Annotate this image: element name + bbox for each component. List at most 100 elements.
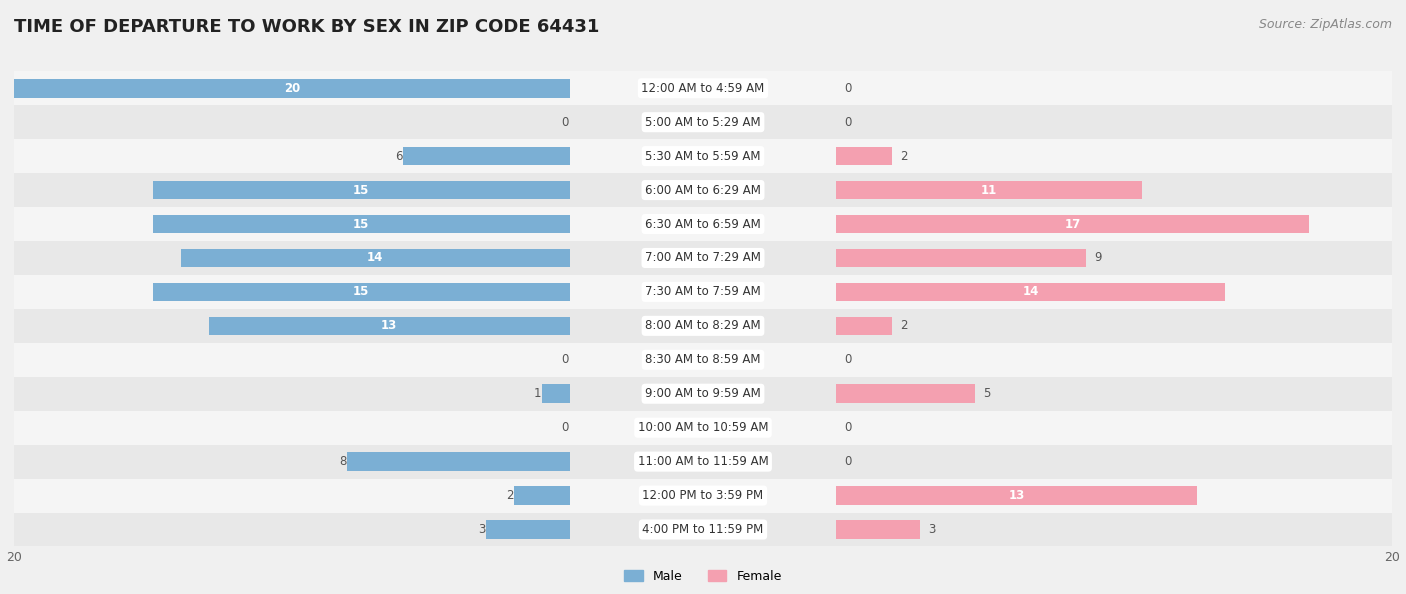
Bar bbox=[181, 249, 569, 267]
Bar bbox=[837, 214, 1309, 233]
Bar bbox=[0, 71, 1406, 105]
Text: 15: 15 bbox=[353, 184, 370, 197]
Bar bbox=[0, 479, 1406, 513]
Bar bbox=[837, 486, 1198, 505]
Text: 4:00 PM to 11:59 PM: 4:00 PM to 11:59 PM bbox=[643, 523, 763, 536]
Text: 5:30 AM to 5:59 AM: 5:30 AM to 5:59 AM bbox=[645, 150, 761, 163]
Bar bbox=[0, 377, 1406, 410]
Bar bbox=[0, 275, 1406, 309]
Bar bbox=[837, 181, 1142, 200]
Bar bbox=[0, 377, 1406, 410]
Bar bbox=[153, 283, 569, 301]
Bar bbox=[0, 241, 1406, 275]
Text: 5: 5 bbox=[984, 387, 991, 400]
Text: 3: 3 bbox=[478, 523, 485, 536]
Legend: Male, Female: Male, Female bbox=[619, 565, 787, 587]
Bar bbox=[0, 207, 1406, 241]
Text: 14: 14 bbox=[367, 251, 384, 264]
Bar bbox=[0, 513, 1406, 546]
Bar bbox=[0, 309, 1406, 343]
Bar bbox=[0, 445, 1406, 479]
Bar bbox=[0, 275, 1406, 309]
Bar bbox=[0, 71, 1406, 105]
Bar bbox=[0, 139, 1406, 173]
Text: 6: 6 bbox=[395, 150, 402, 163]
Bar bbox=[837, 283, 1225, 301]
Text: 0: 0 bbox=[561, 116, 568, 129]
Text: 5:00 AM to 5:29 AM: 5:00 AM to 5:29 AM bbox=[645, 116, 761, 129]
Bar bbox=[0, 207, 1406, 241]
Bar bbox=[0, 410, 1406, 445]
Text: 12:00 AM to 4:59 AM: 12:00 AM to 4:59 AM bbox=[641, 82, 765, 95]
Text: 13: 13 bbox=[381, 320, 398, 333]
Bar bbox=[0, 105, 1406, 139]
Text: 3: 3 bbox=[928, 523, 935, 536]
Bar bbox=[0, 445, 1406, 479]
Bar bbox=[0, 275, 1406, 309]
Text: 11:00 AM to 11:59 AM: 11:00 AM to 11:59 AM bbox=[638, 455, 768, 468]
Bar bbox=[0, 410, 1406, 445]
Bar bbox=[0, 309, 1406, 343]
Text: 0: 0 bbox=[845, 116, 852, 129]
Text: 17: 17 bbox=[1064, 217, 1081, 230]
Bar bbox=[0, 410, 1406, 445]
Bar bbox=[0, 343, 1406, 377]
Bar bbox=[0, 445, 1406, 479]
Bar bbox=[208, 317, 569, 335]
Bar bbox=[0, 105, 1406, 139]
Bar bbox=[153, 214, 569, 233]
Text: 2: 2 bbox=[900, 150, 908, 163]
Text: 7:30 AM to 7:59 AM: 7:30 AM to 7:59 AM bbox=[645, 285, 761, 298]
Bar bbox=[404, 147, 569, 166]
Text: 9:00 AM to 9:59 AM: 9:00 AM to 9:59 AM bbox=[645, 387, 761, 400]
Text: 14: 14 bbox=[1022, 285, 1039, 298]
Text: 7:00 AM to 7:29 AM: 7:00 AM to 7:29 AM bbox=[645, 251, 761, 264]
Bar bbox=[837, 317, 891, 335]
Bar bbox=[837, 249, 1087, 267]
Text: 8:30 AM to 8:59 AM: 8:30 AM to 8:59 AM bbox=[645, 353, 761, 366]
Text: 10:00 AM to 10:59 AM: 10:00 AM to 10:59 AM bbox=[638, 421, 768, 434]
Text: 2: 2 bbox=[900, 320, 908, 333]
Text: 20: 20 bbox=[284, 82, 299, 95]
Text: 6:00 AM to 6:29 AM: 6:00 AM to 6:29 AM bbox=[645, 184, 761, 197]
Bar bbox=[0, 241, 1406, 275]
Bar bbox=[0, 173, 1406, 207]
Text: 1: 1 bbox=[533, 387, 541, 400]
Bar bbox=[0, 139, 1406, 173]
Text: 9: 9 bbox=[1095, 251, 1102, 264]
Bar bbox=[837, 520, 920, 539]
Bar bbox=[0, 241, 1406, 275]
Bar bbox=[541, 384, 569, 403]
Bar bbox=[486, 520, 569, 539]
Bar bbox=[0, 377, 1406, 410]
Bar bbox=[153, 181, 569, 200]
Text: 15: 15 bbox=[353, 285, 370, 298]
Bar bbox=[0, 173, 1406, 207]
Text: 8: 8 bbox=[339, 455, 346, 468]
Text: 0: 0 bbox=[845, 455, 852, 468]
Text: TIME OF DEPARTURE TO WORK BY SEX IN ZIP CODE 64431: TIME OF DEPARTURE TO WORK BY SEX IN ZIP … bbox=[14, 18, 599, 36]
Text: 2: 2 bbox=[506, 489, 513, 502]
Bar bbox=[0, 105, 1406, 139]
Text: 11: 11 bbox=[981, 184, 997, 197]
Bar bbox=[515, 486, 569, 505]
Bar bbox=[0, 479, 1406, 513]
Bar bbox=[0, 343, 1406, 377]
Bar bbox=[0, 309, 1406, 343]
Bar bbox=[0, 207, 1406, 241]
Bar bbox=[14, 79, 569, 97]
Bar bbox=[0, 71, 1406, 105]
Text: 12:00 PM to 3:59 PM: 12:00 PM to 3:59 PM bbox=[643, 489, 763, 502]
Bar bbox=[837, 384, 976, 403]
Bar bbox=[0, 343, 1406, 377]
Text: 15: 15 bbox=[353, 217, 370, 230]
Bar bbox=[0, 513, 1406, 546]
Text: 0: 0 bbox=[845, 421, 852, 434]
Text: 0: 0 bbox=[845, 82, 852, 95]
Bar bbox=[0, 173, 1406, 207]
Bar bbox=[0, 513, 1406, 546]
Bar bbox=[0, 479, 1406, 513]
Bar bbox=[837, 147, 891, 166]
Text: 6:30 AM to 6:59 AM: 6:30 AM to 6:59 AM bbox=[645, 217, 761, 230]
Bar bbox=[0, 139, 1406, 173]
